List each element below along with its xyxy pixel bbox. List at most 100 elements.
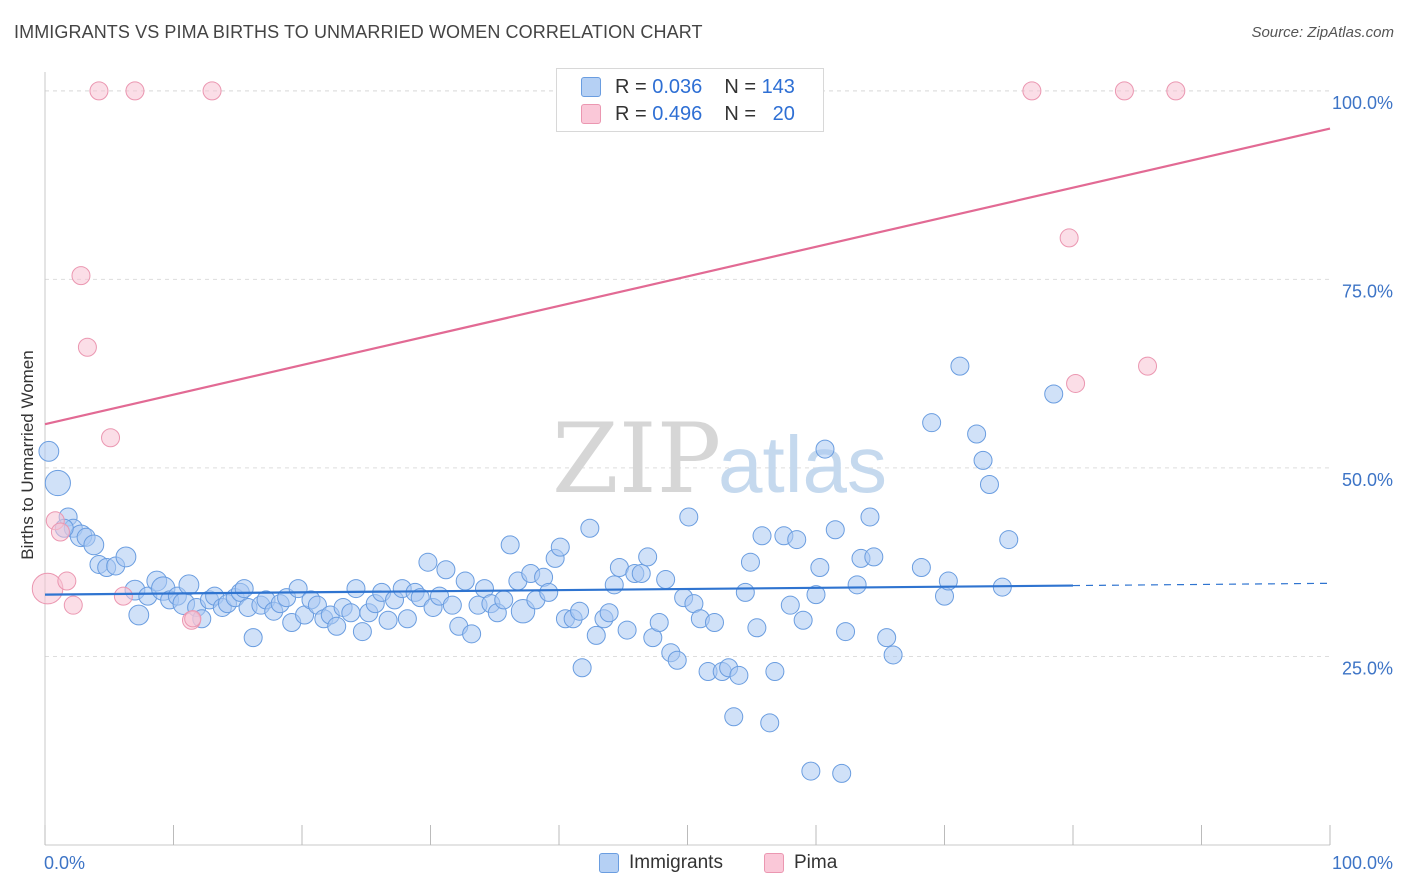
y-tick-label: 100.0% [1332, 93, 1393, 113]
pima-point [1059, 228, 1079, 248]
watermark-zip: ZIP [552, 403, 721, 515]
pima-point [50, 522, 70, 542]
immigrants-point [243, 628, 263, 648]
immigrants-point [967, 424, 987, 444]
pima-legend-label: Pima [794, 852, 838, 873]
r-label: R = [615, 75, 647, 98]
immigrants-point [922, 413, 942, 433]
immigrants-point [378, 610, 398, 630]
pima-point [1022, 81, 1042, 101]
pima-point [71, 266, 91, 286]
immigrants-point [494, 590, 514, 610]
immigrants-point [877, 628, 897, 648]
pima-trend-line [44, 127, 1331, 426]
immigrants-point [604, 575, 624, 595]
immigrants-point [999, 530, 1019, 550]
immigrants-point [128, 604, 150, 626]
legend-row-pima: R = 0.496 N = 20 [581, 101, 795, 127]
pima-point [125, 81, 145, 101]
immigrants-point [911, 557, 931, 577]
trend-lines [44, 127, 1331, 596]
legend-item-pima: Pima [764, 852, 837, 874]
immigrants-point [780, 595, 800, 615]
immigrants-point [570, 601, 590, 621]
immigrants-point [860, 507, 880, 527]
immigrants-point [832, 763, 852, 783]
pima-point [1066, 373, 1086, 393]
immigrants-point [617, 620, 637, 640]
immigrants-point [847, 575, 867, 595]
immigrants-point [397, 609, 417, 629]
immigrants-point [760, 713, 780, 733]
immigrants-point [825, 520, 845, 540]
x-tick-label: 0.0% [44, 853, 85, 873]
watermark-atlas: atlas [718, 420, 887, 509]
immigrants-point [580, 518, 600, 538]
y-axis-label: Births to Unmarried Women [18, 350, 37, 559]
immigrants-point [704, 613, 724, 633]
immigrants-point [44, 469, 71, 497]
immigrants-point [115, 546, 137, 568]
immigrants-point [806, 585, 826, 605]
x-tick-label: 100.0% [1332, 853, 1393, 873]
grid [45, 90, 1330, 657]
immigrants-point [234, 579, 254, 599]
immigrants-point [724, 707, 744, 727]
immigrants-point [747, 618, 767, 638]
pima-point [113, 586, 133, 606]
pima-point [63, 595, 83, 615]
immigrants-point [729, 665, 749, 685]
pima-points [31, 81, 1186, 630]
immigrants-legend-swatch [599, 853, 619, 873]
chart-title: IMMIGRANTS VS PIMA BIRTHS TO UNMARRIED W… [14, 22, 703, 42]
immigrants-point [599, 603, 619, 623]
watermark: ZIP atlas [552, 403, 887, 515]
r-label: R = [615, 102, 647, 125]
immigrants-point [810, 557, 830, 577]
y-tick-label: 50.0% [1342, 470, 1393, 490]
immigrants-point [815, 439, 835, 459]
immigrants-point [656, 570, 676, 590]
immigrants-point [341, 603, 361, 623]
source-label: Source: ZipAtlas.com [1251, 24, 1394, 41]
immigrants-point [740, 552, 760, 572]
immigrants-point [442, 595, 462, 615]
immigrants-point [735, 582, 755, 602]
immigrants-point [836, 622, 856, 642]
immigrants-point [462, 624, 482, 644]
immigrants-point [418, 552, 438, 572]
immigrants-legend-label: Immigrants [629, 852, 723, 873]
y-tick-label: 75.0% [1342, 281, 1393, 301]
immigrants-trend-line [44, 584, 1074, 596]
immigrants-point [679, 507, 699, 527]
n-label: N = [724, 75, 756, 98]
immigrants-trend-extension [1072, 582, 1331, 587]
pima-point [77, 337, 97, 357]
immigrants-point [410, 588, 430, 608]
immigrants-point [586, 625, 606, 645]
correlation-legend: R = 0.036 N = 143 R = 0.496 N = 20 [556, 68, 824, 132]
immigrants-point [649, 613, 669, 633]
immigrants-point [346, 579, 366, 599]
y-tick-label: 25.0% [1342, 658, 1393, 678]
immigrants-point [1044, 384, 1064, 404]
n-value: 20 [772, 102, 795, 125]
immigrants-point [38, 440, 60, 462]
immigrants-swatch [581, 77, 601, 97]
pima-point [101, 428, 121, 448]
pima-point [184, 610, 202, 628]
immigrants-point [864, 547, 884, 567]
pima-point [57, 571, 77, 591]
immigrants-point [801, 761, 821, 781]
immigrants-point [765, 662, 785, 682]
immigrants-point [539, 582, 559, 602]
pima-point [89, 81, 109, 101]
immigrants-point [631, 564, 651, 584]
n-label: N = [724, 102, 756, 125]
immigrants-point [787, 530, 807, 550]
pima-swatch [581, 104, 601, 124]
legend-item-immigrants: Immigrants [599, 852, 723, 874]
immigrants-point [638, 547, 658, 567]
immigrants-points [38, 356, 1064, 783]
